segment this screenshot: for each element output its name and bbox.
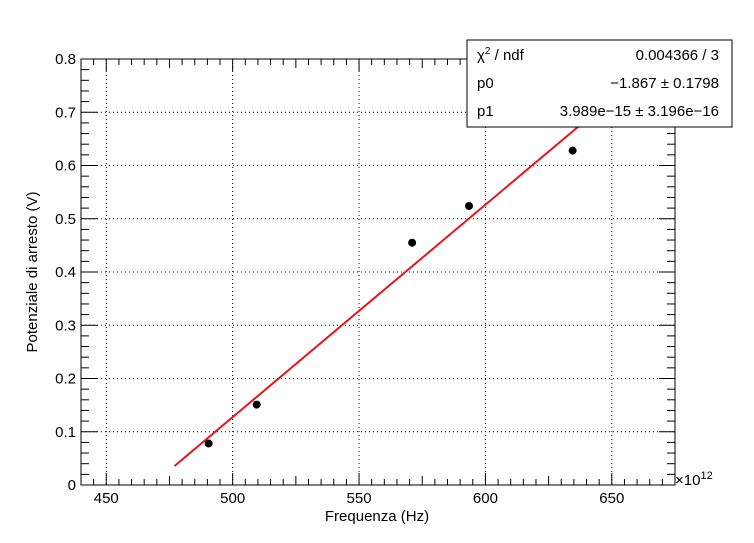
points-layer <box>204 146 577 448</box>
x-axis-title: Frequenza (Hz) <box>325 508 429 525</box>
stats-row-label: p0 <box>477 75 494 92</box>
grid <box>81 58 675 486</box>
x-tick-label: 600 <box>473 490 498 507</box>
stats-box: χ2 / ndf 0.004366 / 3 p0 −1.867 ± 0.1798 p1 3… <box>466 39 733 128</box>
data-point <box>568 146 577 155</box>
x-tick-label: 450 <box>94 490 119 507</box>
data-point <box>408 238 417 247</box>
y-tick-label: 0.1 <box>55 424 76 441</box>
stats-row-value: −1.867 ± 0.1798 <box>610 75 719 92</box>
x-axis: 450 500 550 600 650 <box>93 59 676 507</box>
stats-box-frame <box>466 39 733 128</box>
stats-row-value: 0.004366 / 3 <box>636 47 719 64</box>
y-tick-label: 0.7 <box>55 104 76 121</box>
y-tick-label: 0.5 <box>55 211 76 228</box>
stats-row-label: χ2 / ndf <box>477 46 525 64</box>
y-tick-label: 0.2 <box>55 371 76 388</box>
y-axis-title: Potenziale di arresto (V) <box>24 192 41 353</box>
data-point <box>204 439 213 448</box>
stats-row-value: 3.989e−15 ± 3.196e−16 <box>560 103 719 120</box>
x-multiplier-label: ×1012 <box>675 470 713 489</box>
y-tick-label: 0.4 <box>55 264 76 281</box>
x-tick-label: 550 <box>347 490 372 507</box>
y-axis: 0 0.1 0.2 0.3 0.4 0.5 0.6 0.7 0.8 <box>55 51 675 494</box>
data-point <box>464 201 473 210</box>
stats-row-label: p1 <box>477 103 494 120</box>
x-tick-label: 500 <box>220 490 245 507</box>
y-tick-label: 0.8 <box>55 51 76 68</box>
y-tick-label: 0.3 <box>55 317 76 334</box>
y-tick-label: 0.6 <box>55 158 76 175</box>
y-tick-label: 0 <box>68 477 76 494</box>
data-point <box>252 400 261 409</box>
x-tick-label: 650 <box>599 490 624 507</box>
